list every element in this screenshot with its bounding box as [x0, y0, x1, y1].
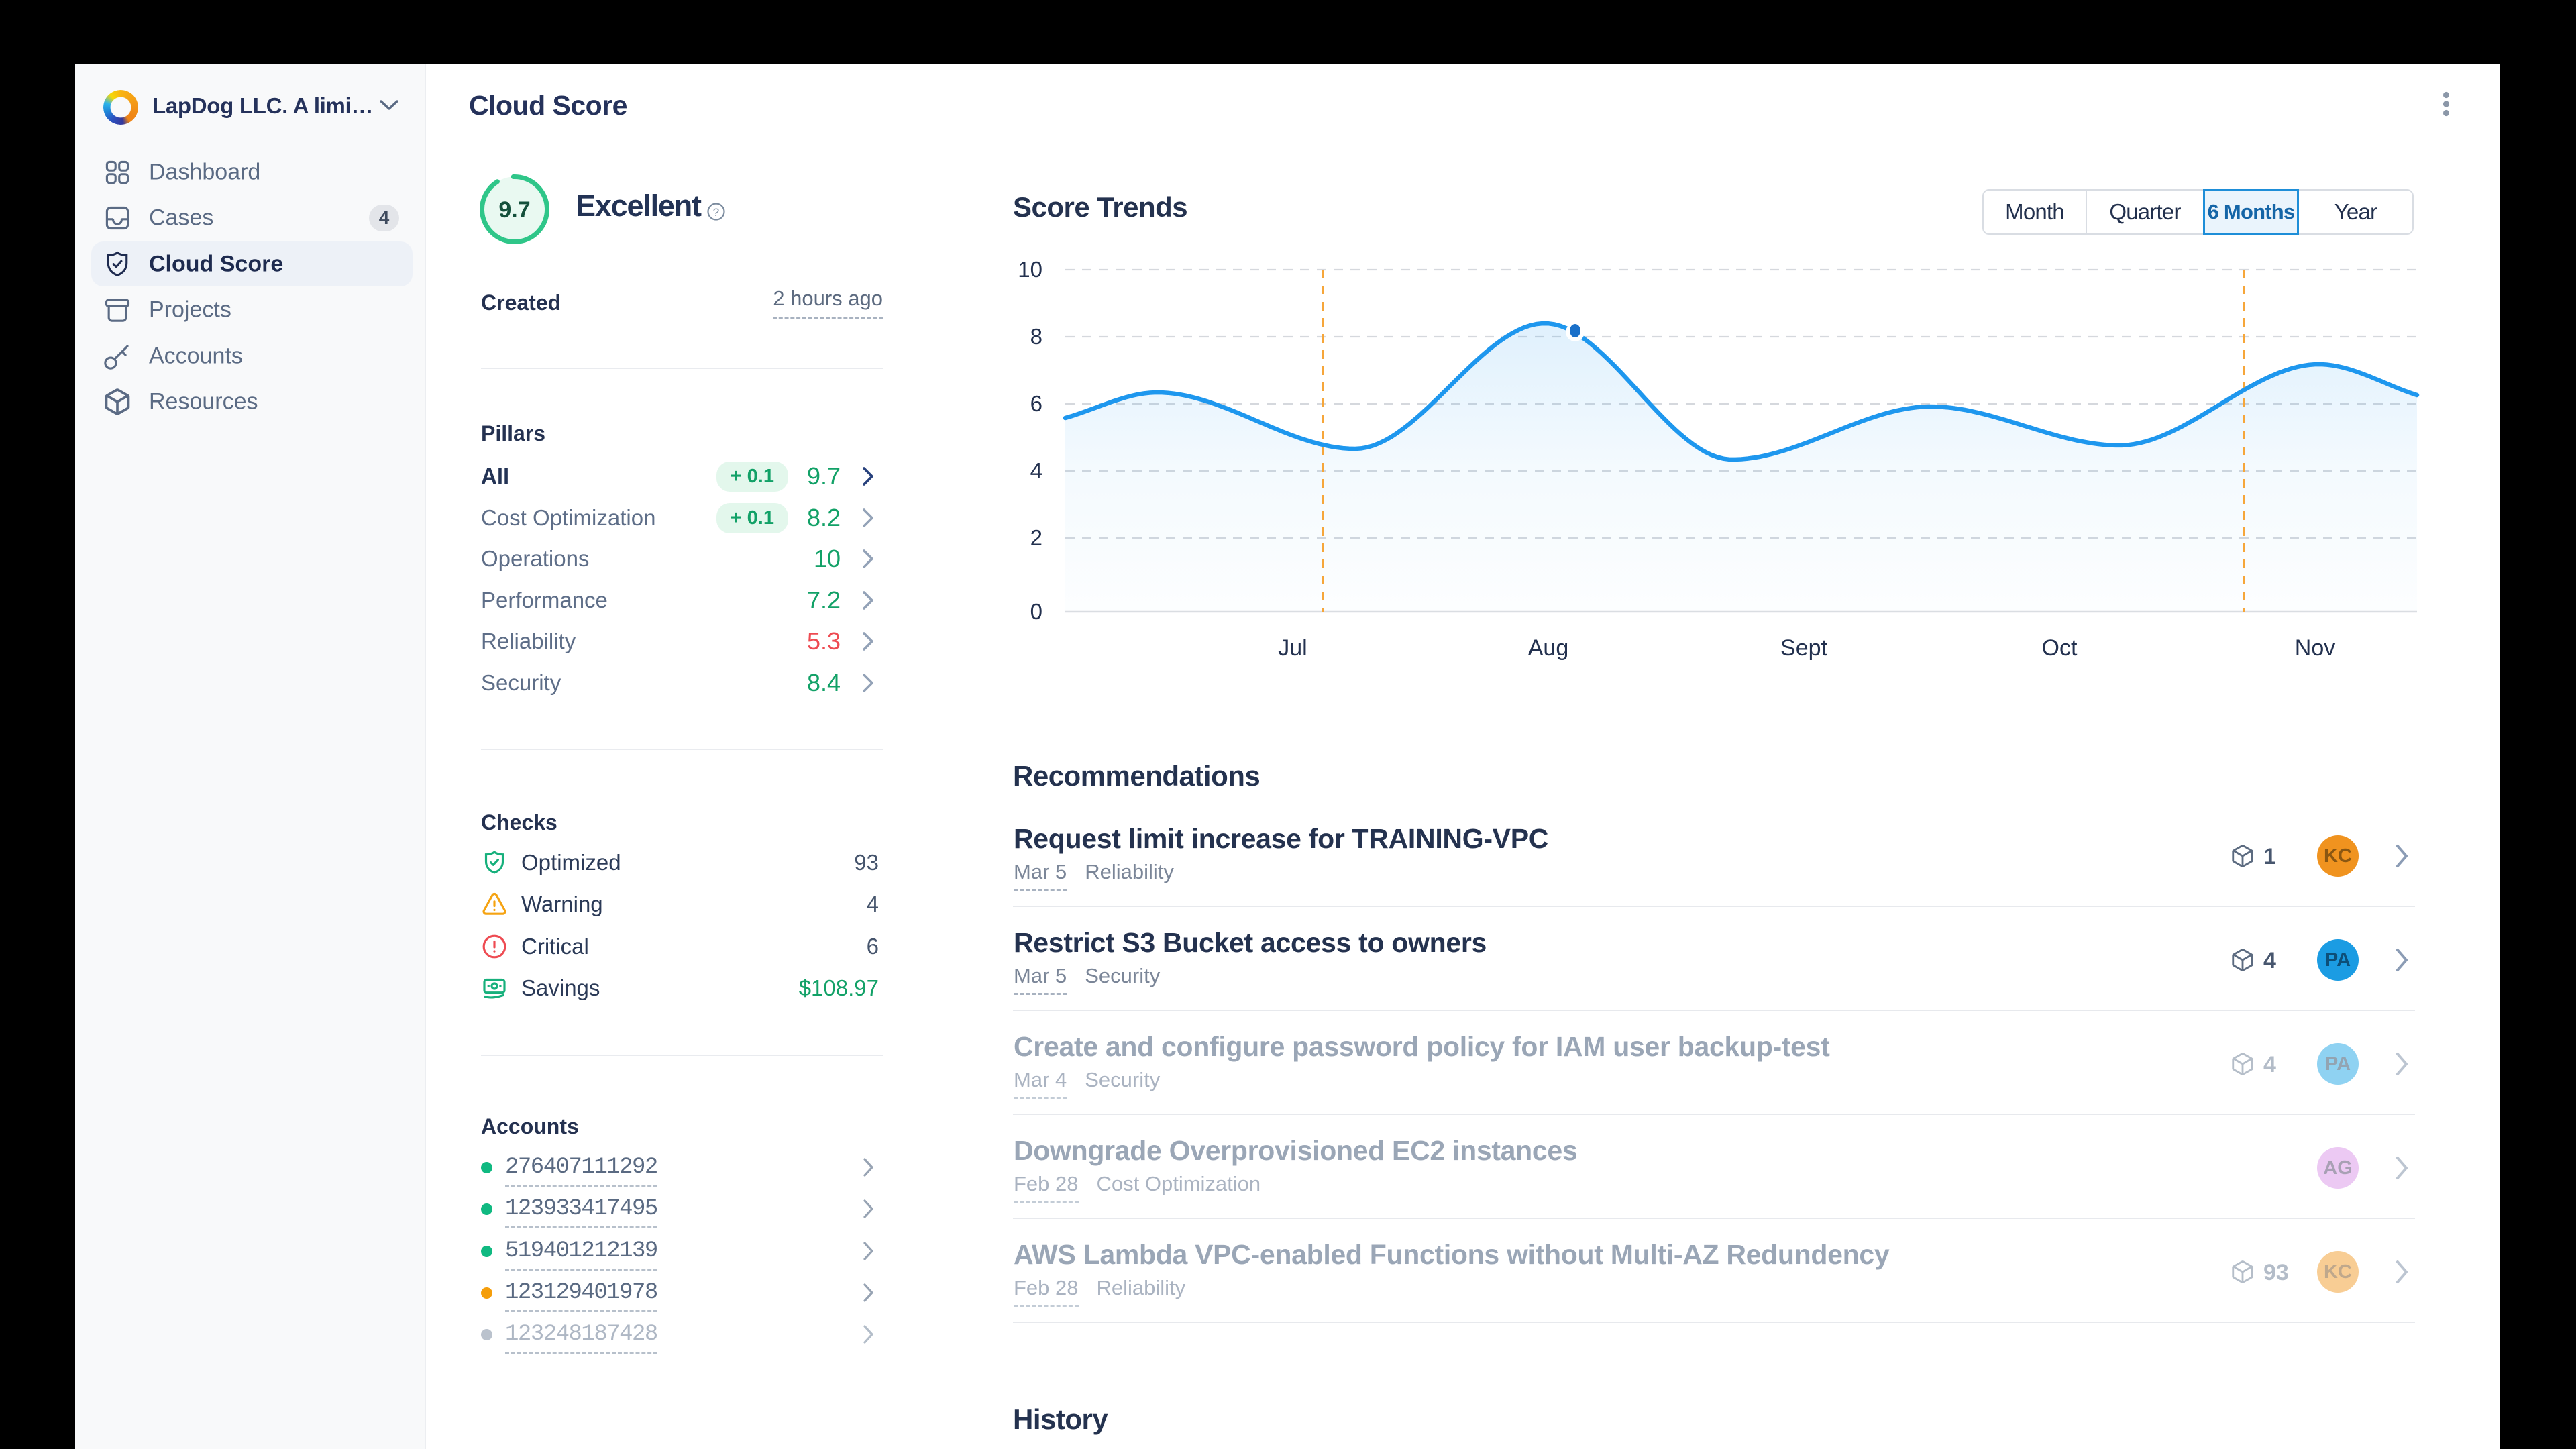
svg-text:6: 6: [1030, 391, 1042, 416]
svg-text:?: ?: [713, 206, 719, 219]
svg-text:10: 10: [1018, 257, 1042, 282]
svg-text:4: 4: [1030, 458, 1042, 483]
svg-text:Oct: Oct: [2042, 635, 2078, 661]
svg-text:Nov: Nov: [2295, 635, 2335, 661]
svg-text:0: 0: [1030, 599, 1042, 624]
svg-text:8: 8: [1030, 324, 1042, 349]
svg-text:Aug: Aug: [1528, 635, 1569, 661]
svg-text:Jul: Jul: [1278, 635, 1307, 661]
svg-text:2: 2: [1030, 525, 1042, 550]
svg-text:9.7: 9.7: [498, 197, 530, 223]
svg-text:Sept: Sept: [1780, 635, 1827, 661]
